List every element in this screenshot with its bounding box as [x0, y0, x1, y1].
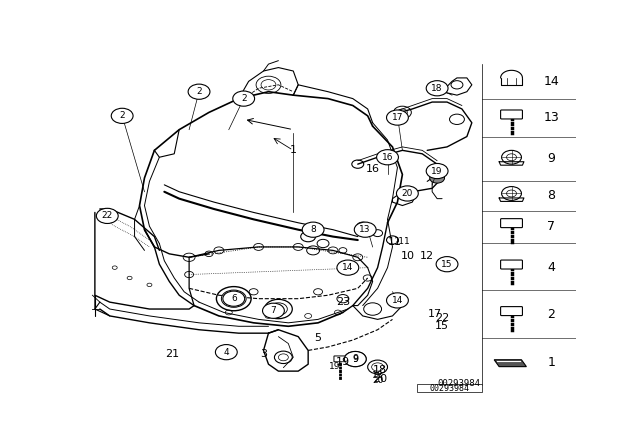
Text: 12: 12	[420, 250, 435, 261]
Text: 2: 2	[119, 112, 125, 121]
Text: 10: 10	[401, 250, 414, 261]
Circle shape	[337, 260, 359, 275]
Text: 14: 14	[392, 296, 403, 305]
Text: 15: 15	[442, 260, 452, 269]
Circle shape	[355, 222, 376, 237]
Circle shape	[233, 91, 255, 106]
Text: 20: 20	[372, 376, 383, 385]
Text: -11: -11	[396, 237, 411, 246]
Text: 14: 14	[342, 263, 353, 272]
Text: 23: 23	[336, 297, 350, 307]
Circle shape	[429, 173, 445, 183]
Text: 18: 18	[431, 84, 443, 93]
FancyBboxPatch shape	[500, 260, 522, 269]
Circle shape	[396, 186, 419, 201]
Circle shape	[436, 257, 458, 272]
Circle shape	[216, 345, 237, 360]
Text: 00293984: 00293984	[438, 379, 481, 388]
Circle shape	[344, 352, 366, 366]
Text: 13: 13	[360, 225, 371, 234]
Circle shape	[262, 303, 284, 319]
Text: 22: 22	[435, 313, 449, 323]
Circle shape	[344, 352, 366, 366]
Text: 19: 19	[329, 362, 340, 371]
Text: 8: 8	[310, 225, 316, 234]
Text: 11: 11	[388, 237, 402, 247]
FancyBboxPatch shape	[500, 219, 522, 228]
Text: 2: 2	[196, 87, 202, 96]
Text: 14: 14	[543, 75, 559, 88]
Text: 21: 21	[164, 349, 179, 359]
Circle shape	[97, 208, 118, 224]
Text: 20: 20	[402, 189, 413, 198]
Text: 6: 6	[231, 294, 237, 303]
Text: 00293984: 00293984	[429, 383, 470, 392]
Text: 16: 16	[382, 153, 393, 162]
Text: 1: 1	[290, 145, 297, 155]
Text: 4: 4	[223, 348, 229, 357]
Text: 22: 22	[102, 211, 113, 220]
Text: 3: 3	[260, 349, 267, 359]
Text: 1: 1	[547, 356, 555, 369]
Text: 15: 15	[435, 321, 449, 331]
Text: 20: 20	[373, 374, 387, 384]
Text: 8: 8	[547, 189, 556, 202]
Circle shape	[387, 293, 408, 308]
Polygon shape	[494, 360, 527, 366]
Text: 9: 9	[353, 354, 358, 363]
Circle shape	[223, 291, 244, 306]
Text: 5: 5	[315, 333, 321, 343]
Circle shape	[426, 164, 448, 179]
Text: 4: 4	[547, 261, 555, 274]
FancyBboxPatch shape	[500, 110, 522, 119]
FancyBboxPatch shape	[334, 356, 347, 362]
Text: 13: 13	[543, 111, 559, 124]
FancyBboxPatch shape	[500, 306, 522, 315]
Text: 19: 19	[336, 357, 350, 367]
Text: 2: 2	[547, 308, 555, 321]
Circle shape	[376, 150, 399, 165]
Text: 9: 9	[547, 152, 555, 165]
Text: 18: 18	[372, 371, 383, 380]
Text: 16: 16	[365, 164, 380, 174]
Circle shape	[111, 108, 133, 124]
Text: 17: 17	[392, 113, 403, 122]
Circle shape	[302, 222, 324, 237]
FancyBboxPatch shape	[417, 384, 482, 392]
Circle shape	[426, 81, 448, 96]
Circle shape	[188, 84, 210, 99]
Circle shape	[387, 110, 408, 125]
Text: 18: 18	[373, 366, 387, 375]
Text: 9: 9	[352, 354, 358, 364]
Text: 7: 7	[547, 220, 556, 233]
Text: 7: 7	[271, 306, 276, 315]
Text: 19: 19	[431, 167, 443, 176]
Text: 17: 17	[428, 309, 442, 319]
Text: 2: 2	[241, 94, 246, 103]
